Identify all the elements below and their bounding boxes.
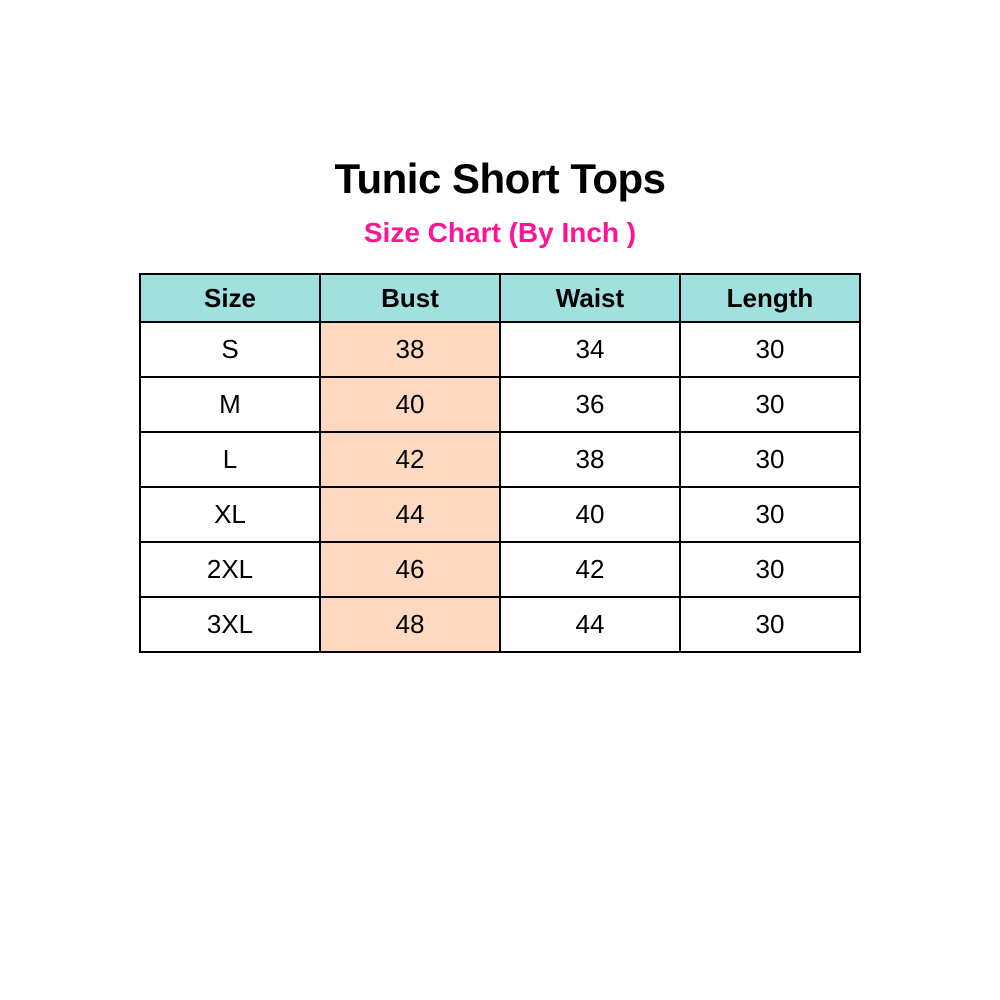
table-cell: 38 (500, 432, 680, 487)
page-title: Tunic Short Tops (334, 155, 665, 203)
table-body: S383430M403630L423830XL4440302XL4642303X… (140, 322, 860, 652)
table-cell: 30 (680, 487, 860, 542)
table-header-row: SizeBustWaistLength (140, 274, 860, 322)
table-row: M403630 (140, 377, 860, 432)
table-cell: 3XL (140, 597, 320, 652)
table-cell: 42 (500, 542, 680, 597)
table-cell: L (140, 432, 320, 487)
table-header-cell: Waist (500, 274, 680, 322)
table-row: 3XL484430 (140, 597, 860, 652)
page-subtitle: Size Chart (By Inch ) (364, 217, 636, 249)
table-row: XL444030 (140, 487, 860, 542)
table-cell: 46 (320, 542, 500, 597)
table-cell: 30 (680, 432, 860, 487)
table-cell: 40 (320, 377, 500, 432)
table-header-cell: Size (140, 274, 320, 322)
table-cell: S (140, 322, 320, 377)
table-cell: 2XL (140, 542, 320, 597)
table-header-cell: Bust (320, 274, 500, 322)
table-cell: 30 (680, 542, 860, 597)
table-row: L423830 (140, 432, 860, 487)
table-cell: 30 (680, 597, 860, 652)
table-cell: 48 (320, 597, 500, 652)
table-cell: 44 (500, 597, 680, 652)
table-row: S383430 (140, 322, 860, 377)
table-cell: M (140, 377, 320, 432)
table-cell: 42 (320, 432, 500, 487)
table-cell: 30 (680, 322, 860, 377)
table-cell: 44 (320, 487, 500, 542)
table-row: 2XL464230 (140, 542, 860, 597)
table-header-cell: Length (680, 274, 860, 322)
table-cell: 38 (320, 322, 500, 377)
table-cell: 40 (500, 487, 680, 542)
table-cell: XL (140, 487, 320, 542)
table-cell: 36 (500, 377, 680, 432)
table-cell: 30 (680, 377, 860, 432)
size-chart-table: SizeBustWaistLength S383430M403630L42383… (139, 273, 861, 653)
table-cell: 34 (500, 322, 680, 377)
